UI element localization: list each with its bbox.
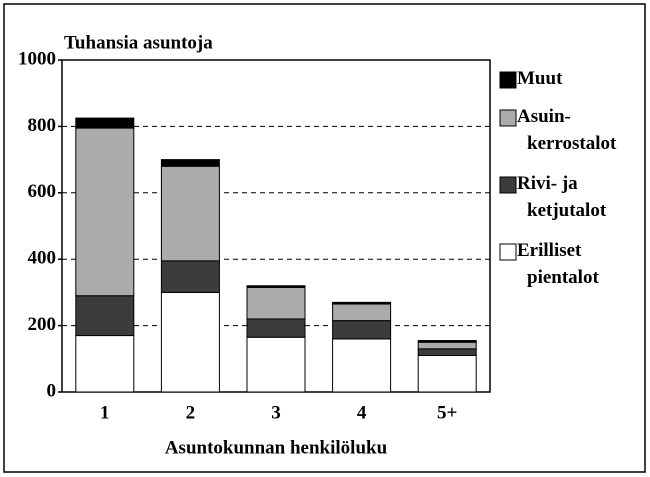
bar-segment <box>332 320 392 340</box>
y-tick-label: 200 <box>28 314 57 335</box>
legend-label: Muut <box>517 68 563 89</box>
legend-swatch <box>499 243 517 261</box>
y-tick-label: 1000 <box>18 48 56 69</box>
x-tick-label: 3 <box>271 402 281 423</box>
legend-label-line: Muut <box>517 68 563 89</box>
x-tick-label: 4 <box>357 402 367 423</box>
legend-label-line: Rivi- ja <box>517 173 578 194</box>
y-tick-label: 600 <box>28 181 57 202</box>
bar-segment <box>332 303 392 322</box>
legend-label-line: Asuin- <box>517 106 571 127</box>
y-tick-label: 0 <box>47 380 57 401</box>
bar-segment <box>160 159 220 167</box>
legend-label: Erilliset pientalot <box>517 240 599 288</box>
legend-label-line: ketjutalot <box>527 200 607 221</box>
bar-segment <box>75 117 135 129</box>
bar-segment <box>160 260 220 293</box>
bar-segment <box>160 165 220 262</box>
legend-label: Asuin-kerrostalot <box>517 106 617 154</box>
bar-segment <box>332 338 392 393</box>
legend-label: Rivi- ja ketjutalot <box>517 173 607 221</box>
x-tick-label: 1 <box>100 402 110 423</box>
bar-segment <box>417 340 477 343</box>
y-tick-label: 400 <box>28 248 57 269</box>
bar-segment <box>417 341 477 350</box>
legend-swatch <box>499 176 517 194</box>
bar-segment <box>246 286 306 320</box>
legend-swatch <box>499 71 517 89</box>
legend-label-line: kerrostalot <box>527 133 617 154</box>
legend-label-line: Erilliset <box>517 240 582 261</box>
bar-segment <box>75 335 135 393</box>
bar-segment <box>75 295 135 337</box>
frame <box>3 3 646 473</box>
x-tick-label: 2 <box>186 402 196 423</box>
legend-swatch <box>499 109 517 127</box>
bar-segment <box>246 336 306 393</box>
y-tick-label: 800 <box>28 115 57 136</box>
x-tick-label: 5+ <box>437 402 457 423</box>
bar-segment <box>160 291 220 393</box>
bar-segment <box>417 348 477 356</box>
bar-segment <box>246 318 306 338</box>
bar-segment <box>75 127 135 297</box>
bar-segment <box>332 301 392 305</box>
chart-title: Tuhansia asuntoja <box>64 32 213 53</box>
bar-segment <box>417 354 477 393</box>
bar-segment <box>246 285 306 288</box>
legend-label-line: pientalot <box>527 267 599 288</box>
x-axis-label: Asuntokunnan henkilöluku <box>165 437 388 458</box>
